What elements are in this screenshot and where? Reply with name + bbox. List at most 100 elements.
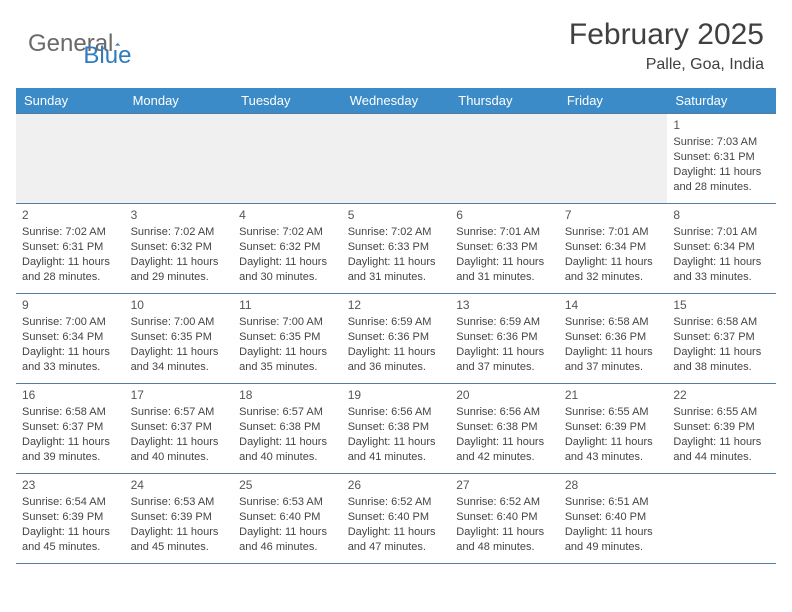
calendar-day-cell: 4Sunrise: 7:02 AMSunset: 6:32 PMDaylight… xyxy=(233,204,342,294)
weekday-header: Friday xyxy=(559,88,668,114)
sunset-line: Sunset: 6:37 PM xyxy=(22,420,119,435)
sunrise-line: Sunrise: 7:00 AM xyxy=(22,315,119,330)
day-number: 7 xyxy=(565,207,662,223)
day-number: 3 xyxy=(131,207,228,223)
calendar-day-cell: 1Sunrise: 7:03 AMSunset: 6:31 PMDaylight… xyxy=(667,114,776,204)
calendar-day-cell: 5Sunrise: 7:02 AMSunset: 6:33 PMDaylight… xyxy=(342,204,451,294)
day-number: 26 xyxy=(348,477,445,493)
sunset-line: Sunset: 6:37 PM xyxy=(131,420,228,435)
weekday-header: Thursday xyxy=(450,88,559,114)
day-number: 28 xyxy=(565,477,662,493)
sunrise-line: Sunrise: 7:02 AM xyxy=(239,225,336,240)
calendar-day-cell: 23Sunrise: 6:54 AMSunset: 6:39 PMDayligh… xyxy=(16,474,125,564)
sunset-line: Sunset: 6:38 PM xyxy=(239,420,336,435)
sunrise-line: Sunrise: 7:02 AM xyxy=(348,225,445,240)
calendar-day-cell: 11Sunrise: 7:00 AMSunset: 6:35 PMDayligh… xyxy=(233,294,342,384)
weekday-header: Wednesday xyxy=(342,88,451,114)
sunset-line: Sunset: 6:38 PM xyxy=(456,420,553,435)
daylight-line: Daylight: 11 hours and 47 minutes. xyxy=(348,525,445,555)
calendar-day-cell: 6 Sunrise: 7:01 AMSunset: 6:33 PMDaylight… xyxy=(450,204,559,294)
calendar-day-cell: 17Sunrise: 6:57 AMSunset: 6:37 PMDayligh… xyxy=(125,384,234,474)
daylight-line: Daylight: 11 hours and 49 minutes. xyxy=(565,525,662,555)
day-number: 6 xyxy=(456,207,553,223)
sunrise-line: Sunrise: 6:58 AM xyxy=(673,315,770,330)
sunset-line: Sunset: 6:33 PM xyxy=(456,240,553,255)
calendar-day-cell: 22Sunrise: 6:55 AMSunset: 6:39 PMDayligh… xyxy=(667,384,776,474)
daylight-line: Daylight: 11 hours and 39 minutes. xyxy=(22,435,119,465)
calendar-week-row: 16Sunrise: 6:58 AMSunset: 6:37 PMDayligh… xyxy=(16,384,776,474)
calendar-day-cell xyxy=(342,114,451,204)
sunset-line: Sunset: 6:37 PM xyxy=(673,330,770,345)
sunset-line: Sunset: 6:38 PM xyxy=(348,420,445,435)
weekday-header: Sunday xyxy=(16,88,125,114)
calendar-day-cell: 15 Sunrise: 6:58 AMSunset: 6:37 PMDayligh… xyxy=(667,294,776,384)
sunset-line: Sunset: 6:32 PM xyxy=(131,240,228,255)
daylight-line: Daylight: 11 hours and 37 minutes. xyxy=(456,345,553,375)
daylight-line: Daylight: 11 hours and 42 minutes. xyxy=(456,435,553,465)
calendar-day-cell xyxy=(16,114,125,204)
calendar-day-cell: 18Sunrise: 6:57 AMSunset: 6:38 PMDayligh… xyxy=(233,384,342,474)
sunset-line: Sunset: 6:34 PM xyxy=(22,330,119,345)
sunrise-line: Sunrise: 6:57 AM xyxy=(239,405,336,420)
calendar-day-cell: 28Sunrise: 6:51 AMSunset: 6:40 PMDayligh… xyxy=(559,474,668,564)
month-title: February 2025 xyxy=(569,18,764,52)
weekday-header-row: Sunday Monday Tuesday Wednesday Thursday… xyxy=(16,88,776,114)
daylight-line: Daylight: 11 hours and 31 minutes. xyxy=(456,255,553,285)
calendar-day-cell: 9Sunrise: 7:00 AMSunset: 6:34 PMDaylight… xyxy=(16,294,125,384)
day-number: 11 xyxy=(239,297,336,313)
daylight-line: Daylight: 11 hours and 37 minutes. xyxy=(565,345,662,375)
daylight-line: Daylight: 11 hours and 46 minutes. xyxy=(239,525,336,555)
day-number: 5 xyxy=(348,207,445,223)
sunrise-line: Sunrise: 6:53 AM xyxy=(131,495,228,510)
daylight-line: Daylight: 11 hours and 38 minutes. xyxy=(673,345,770,375)
sunrise-line: Sunrise: 7:00 AM xyxy=(131,315,228,330)
daylight-line: Daylight: 11 hours and 40 minutes. xyxy=(131,435,228,465)
sunrise-line: Sunrise: 7:01 AM xyxy=(456,225,553,240)
day-number: 9 xyxy=(22,297,119,313)
calendar-day-cell: 21Sunrise: 6:55 AMSunset: 6:39 PMDayligh… xyxy=(559,384,668,474)
weekday-header: Tuesday xyxy=(233,88,342,114)
sunset-line: Sunset: 6:36 PM xyxy=(456,330,553,345)
sunset-line: Sunset: 6:35 PM xyxy=(131,330,228,345)
day-number: 1 xyxy=(673,117,770,133)
calendar-day-cell xyxy=(233,114,342,204)
sunrise-line: Sunrise: 6:52 AM xyxy=(456,495,553,510)
day-number: 25 xyxy=(239,477,336,493)
calendar-day-cell: 26 Sunrise: 6:52 AMSunset: 6:40 PMDayligh… xyxy=(342,474,451,564)
calendar-day-cell: 12Sunrise: 6:59 AMSunset: 6:36 PMDayligh… xyxy=(342,294,451,384)
daylight-line: Daylight: 11 hours and 43 minutes. xyxy=(565,435,662,465)
daylight-line: Daylight: 11 hours and 32 minutes. xyxy=(565,255,662,285)
calendar-day-cell: 14Sunrise: 6:58 AMSunset: 6:36 PMDayligh… xyxy=(559,294,668,384)
calendar-day-cell: 10Sunrise: 7:00 AMSunset: 6:35 PMDayligh… xyxy=(125,294,234,384)
calendar-day-cell: 7Sunrise: 7:01 AMSunset: 6:34 PMDaylight… xyxy=(559,204,668,294)
day-number: 23 xyxy=(22,477,119,493)
calendar-day-cell: 2Sunrise: 7:02 AMSunset: 6:31 PMDaylight… xyxy=(16,204,125,294)
sunset-line: Sunset: 6:40 PM xyxy=(348,510,445,525)
daylight-line: Daylight: 11 hours and 48 minutes. xyxy=(456,525,553,555)
sunset-line: Sunset: 6:34 PM xyxy=(565,240,662,255)
daylight-line: Daylight: 11 hours and 45 minutes. xyxy=(131,525,228,555)
sunset-line: Sunset: 6:36 PM xyxy=(348,330,445,345)
sunrise-line: Sunrise: 7:01 AM xyxy=(673,225,770,240)
logo-text-blue: Blue xyxy=(83,42,131,70)
calendar-day-cell: 20Sunrise: 6:56 AMSunset: 6:38 PMDayligh… xyxy=(450,384,559,474)
day-number: 16 xyxy=(22,387,119,403)
sunrise-line: Sunrise: 6:55 AM xyxy=(565,405,662,420)
sunrise-line: Sunrise: 7:02 AM xyxy=(22,225,119,240)
calendar-table: Sunday Monday Tuesday Wednesday Thursday… xyxy=(16,88,776,564)
sunset-line: Sunset: 6:34 PM xyxy=(673,240,770,255)
sunrise-line: Sunrise: 6:51 AM xyxy=(565,495,662,510)
day-number: 19 xyxy=(348,387,445,403)
day-number: 21 xyxy=(565,387,662,403)
day-number: 17 xyxy=(131,387,228,403)
sunset-line: Sunset: 6:35 PM xyxy=(239,330,336,345)
sunset-line: Sunset: 6:40 PM xyxy=(239,510,336,525)
sunrise-line: Sunrise: 6:53 AM xyxy=(239,495,336,510)
calendar-day-cell: 8Sunrise: 7:01 AMSunset: 6:34 PMDaylight… xyxy=(667,204,776,294)
calendar-day-cell: 27Sunrise: 6:52 AMSunset: 6:40 PMDayligh… xyxy=(450,474,559,564)
daylight-line: Daylight: 11 hours and 34 minutes. xyxy=(131,345,228,375)
day-number: 15 xyxy=(673,297,770,313)
daylight-line: Daylight: 11 hours and 31 minutes. xyxy=(348,255,445,285)
sunrise-line: Sunrise: 6:52 AM xyxy=(348,495,445,510)
sunrise-line: Sunrise: 6:59 AM xyxy=(348,315,445,330)
